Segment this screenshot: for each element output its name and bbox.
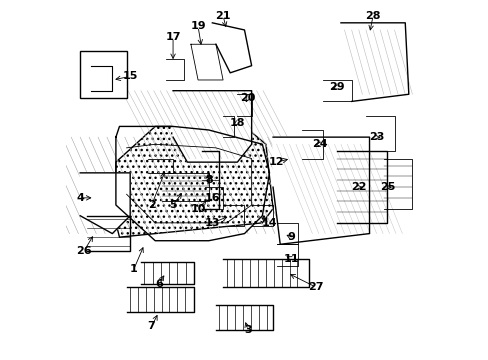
Text: 1: 1 (130, 264, 137, 274)
Text: 15: 15 (122, 71, 138, 81)
Text: 14: 14 (261, 218, 277, 228)
Text: 7: 7 (147, 321, 155, 332)
Text: 8: 8 (204, 175, 212, 185)
Text: 17: 17 (165, 32, 181, 42)
Text: 26: 26 (76, 247, 91, 256)
Text: 29: 29 (329, 82, 345, 92)
Text: 19: 19 (190, 21, 205, 31)
Bar (80, 51, 126, 98)
Polygon shape (116, 126, 272, 237)
Text: 10: 10 (190, 203, 205, 213)
Text: 28: 28 (365, 11, 380, 21)
Text: 12: 12 (268, 157, 284, 167)
Polygon shape (272, 137, 369, 244)
Text: 23: 23 (368, 132, 384, 142)
Polygon shape (80, 173, 130, 234)
Text: 18: 18 (229, 118, 244, 128)
Text: 5: 5 (169, 200, 177, 210)
Text: 11: 11 (283, 253, 298, 264)
Text: 6: 6 (155, 279, 163, 289)
Text: 27: 27 (307, 282, 323, 292)
Text: 16: 16 (204, 193, 220, 203)
Text: 3: 3 (244, 325, 251, 335)
Polygon shape (173, 91, 251, 162)
Text: 2: 2 (147, 200, 155, 210)
Text: 22: 22 (350, 182, 366, 192)
Text: 13: 13 (204, 218, 220, 228)
Text: 9: 9 (286, 232, 294, 242)
Text: 24: 24 (311, 139, 326, 149)
Text: 20: 20 (240, 93, 255, 103)
Polygon shape (340, 23, 408, 102)
Text: 25: 25 (379, 182, 394, 192)
Text: 21: 21 (215, 11, 230, 21)
Polygon shape (212, 23, 251, 73)
Polygon shape (365, 116, 394, 152)
Text: 4: 4 (76, 193, 84, 203)
